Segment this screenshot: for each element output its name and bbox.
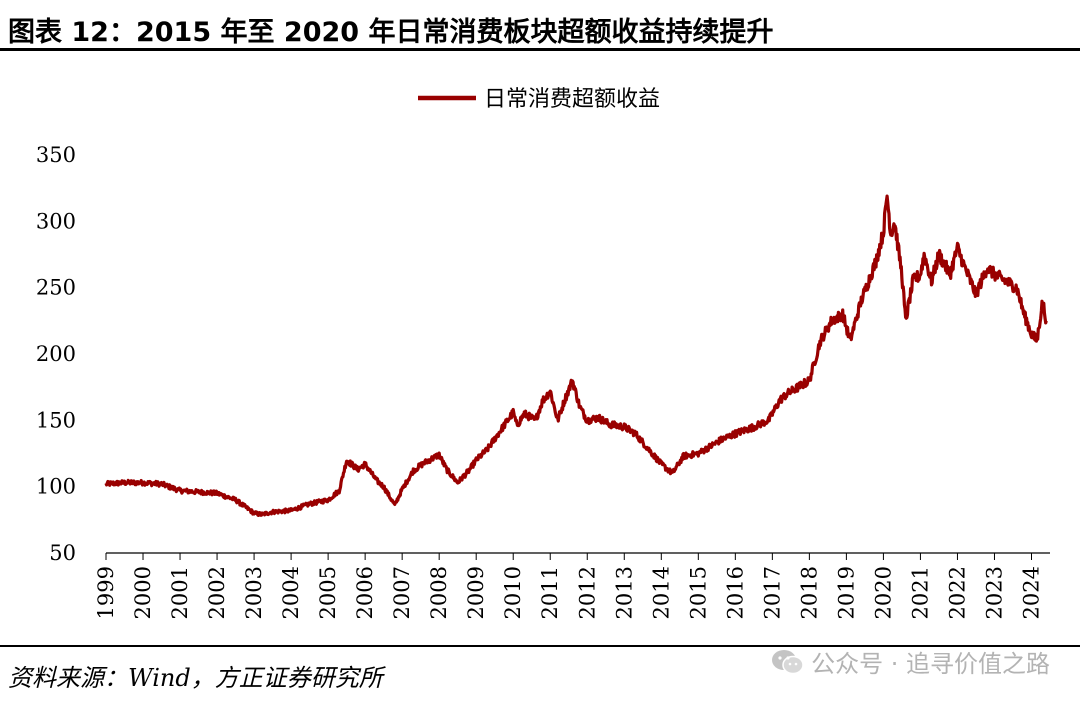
watermark-text: 公众号 · 追寻价值之路	[811, 650, 1050, 678]
y-tick-label: 200	[36, 342, 76, 366]
x-tick-label: 2012	[575, 566, 599, 619]
y-tick-label: 250	[36, 276, 76, 300]
x-tick-label: 2016	[723, 566, 747, 619]
x-tick-label: 2017	[760, 566, 784, 619]
x-tick-label: 2011	[538, 566, 562, 619]
x-tick-label: 2023	[982, 566, 1006, 619]
x-tick-label: 1999	[94, 566, 118, 619]
x-tick-label: 2020	[871, 566, 895, 619]
series-line-0	[104, 194, 1048, 517]
x-tick-label: 2004	[279, 566, 303, 619]
footer-rule	[0, 645, 1080, 647]
y-tick-label: 100	[36, 475, 76, 499]
title-rule	[0, 48, 1080, 51]
y-tick-label: 50	[49, 541, 76, 565]
watermark: 公众号 · 追寻价值之路	[771, 644, 1050, 679]
x-tick-label: 2019	[834, 566, 858, 619]
x-tick-label: 2002	[205, 566, 229, 619]
x-tick-label: 2005	[316, 566, 340, 619]
x-tick-label: 2000	[131, 566, 155, 619]
x-tick-label: 2009	[464, 566, 488, 619]
wechat-icon	[772, 649, 804, 674]
x-tick-label: 2008	[427, 566, 451, 619]
x-tick-label: 2001	[168, 566, 192, 619]
x-tick-label: 2006	[353, 566, 377, 619]
x-tick-label: 2024	[1019, 566, 1043, 619]
x-tick-label: 2003	[242, 566, 266, 619]
x-tick-label: 2021	[908, 566, 932, 619]
x-tick-label: 2018	[797, 566, 821, 619]
x-tick-label: 2015	[686, 566, 710, 619]
y-tick-label: 150	[36, 408, 76, 432]
figure-title: 图表 12：2015 年至 2020 年日常消费板块超额收益持续提升	[8, 17, 774, 48]
x-tick-label: 2014	[649, 566, 673, 619]
x-tick-label: 2022	[945, 566, 969, 619]
y-tick-label: 300	[36, 209, 76, 233]
x-tick-label: 2013	[612, 566, 636, 619]
x-tick-label: 2007	[390, 566, 414, 619]
legend-label: 日常消费超额收益	[484, 87, 660, 112]
y-tick-label: 350	[36, 143, 76, 167]
x-tick-label: 2010	[501, 566, 525, 619]
source-note: 资料来源：Wind，方正证券研究所	[8, 664, 383, 692]
line-chart: 50 100 150 200 250 300 350 1999 2000 2001 2002 2003…	[36, 87, 1050, 619]
